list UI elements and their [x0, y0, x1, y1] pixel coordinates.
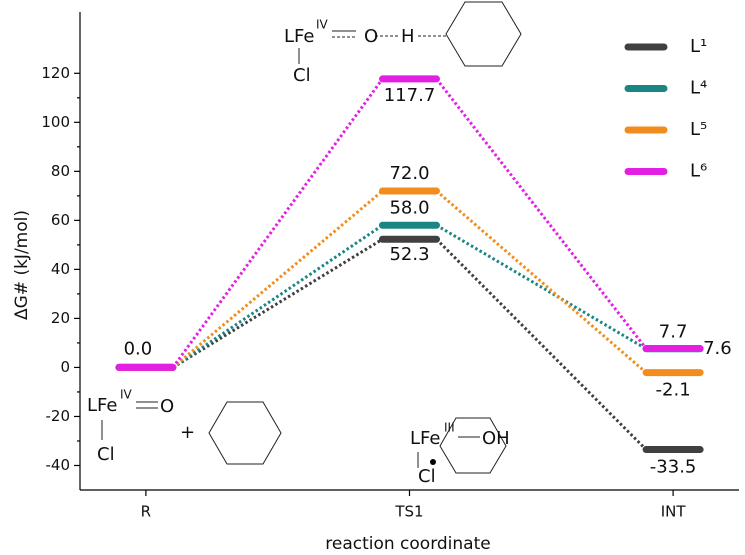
connector: [435, 189, 648, 374]
data-label: 7.7: [659, 322, 688, 343]
data-label: 58.0: [389, 197, 429, 218]
data-label: 72.0: [389, 163, 429, 184]
y-axis-label: ΔG# (kJ/mol): [12, 210, 32, 320]
annotation: O: [364, 26, 378, 47]
data-label: 52.3: [389, 244, 429, 265]
annotation: O: [160, 396, 174, 417]
annotation: +: [180, 422, 195, 443]
connector: [435, 238, 648, 451]
connector: [171, 78, 384, 369]
annotation: IV: [316, 18, 329, 32]
y-tick-label: -20: [46, 407, 71, 425]
annotation: III: [444, 421, 455, 435]
legend-label: L⁴: [690, 78, 707, 99]
annotation: OH: [482, 428, 510, 449]
legend-label: L⁶: [690, 161, 707, 182]
y-tick-label: 0: [60, 358, 70, 376]
connector: [435, 77, 648, 350]
connector: [172, 224, 384, 369]
data-label: 117.7: [384, 85, 436, 106]
y-tick-label: -40: [46, 456, 71, 474]
annotation: IV: [120, 388, 133, 402]
legend-label: L¹: [690, 36, 707, 57]
annotation: LFe: [284, 26, 314, 47]
annotation: H: [401, 26, 415, 47]
data-label: 7.6: [703, 338, 732, 359]
y-tick-label: 60: [51, 211, 70, 229]
annotation: Cl: [418, 466, 436, 487]
annotation: Cl: [97, 444, 115, 465]
connector: [171, 189, 384, 369]
x-tick-label: R: [141, 503, 151, 521]
x-tick-label: INT: [661, 503, 687, 521]
y-tick-label: 80: [51, 162, 70, 180]
data-label: -33.5: [650, 457, 697, 478]
data-label: 0.0: [124, 338, 153, 359]
connector: [172, 237, 384, 369]
y-tick-label: 120: [41, 64, 70, 82]
annotation: LFe: [87, 395, 117, 416]
legend-label: L⁵: [690, 119, 707, 140]
y-tick-label: 100: [41, 113, 70, 131]
annotation: LFe: [410, 428, 440, 449]
connector: [435, 223, 647, 351]
y-tick-label: 40: [51, 260, 70, 278]
structures: [101, 1, 522, 474]
data-label: -2.1: [656, 380, 691, 401]
annotation: Cl: [293, 65, 311, 86]
x-tick-label: TS1: [394, 503, 423, 521]
x-axis-label: reaction coordinate: [325, 534, 490, 554]
y-tick-label: 20: [51, 309, 70, 327]
